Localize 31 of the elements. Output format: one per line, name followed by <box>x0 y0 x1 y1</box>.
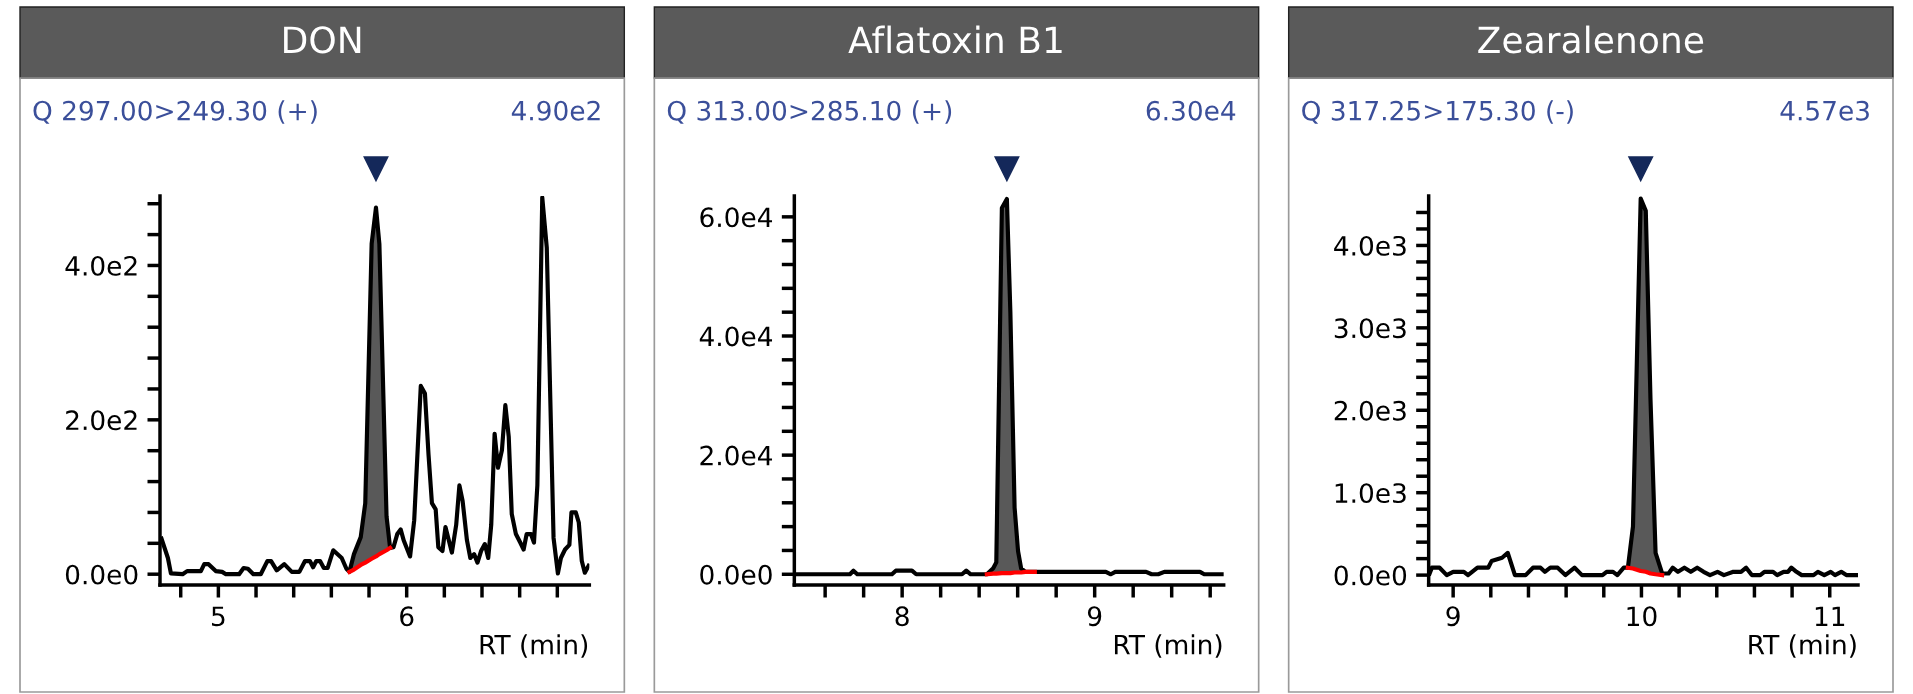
x-axis-title: RT (min) <box>1114 634 1222 658</box>
y-tick-label: 4.0e2 <box>65 255 137 276</box>
text: 6.30e4 <box>1146 100 1236 121</box>
y-tick-label: 0.0e0 <box>1334 565 1407 586</box>
chart-title: Zearalenone <box>1478 25 1704 54</box>
x-tick-label: 6 <box>400 606 414 627</box>
x-tick-label: 9 <box>1087 606 1102 627</box>
chart-subtitle: Q 297.00>249.30 (+) <box>33 100 317 124</box>
y-tick-label: 2.0e2 <box>66 410 137 431</box>
chart-subtitle: Q 313.00>285.10 (+) <box>667 100 952 124</box>
y-tick-label: 1.0e3 <box>1335 483 1406 504</box>
x-tick-label: 11 <box>1815 606 1845 626</box>
text: 4.90e2 <box>511 100 600 121</box>
y-tick-label: 4.0e4 <box>699 326 773 347</box>
y-tick-label: 0.0e0 <box>65 564 138 585</box>
x-tick-label: 10 <box>1627 606 1657 627</box>
chart-subtitle: Q 317.25>175.30 (-) <box>1302 100 1573 124</box>
y-tick-label: 6.0e4 <box>700 207 773 228</box>
y-tick-label: 0.0e0 <box>700 564 772 585</box>
y-tick-label: 2.0e4 <box>700 445 773 466</box>
x-tick-label: 5 <box>212 606 225 627</box>
x-axis-title: RT (min) <box>1749 634 1856 658</box>
text: 4.57e3 <box>1780 100 1869 121</box>
y-tick-label: 3.0e3 <box>1334 318 1406 339</box>
chart-title: Aflatoxin B1 <box>848 25 1062 54</box>
x-axis-title: RT (min) <box>480 634 588 658</box>
chart-title: DON <box>284 26 361 54</box>
x-tick-label: 8 <box>895 606 909 627</box>
y-tick-label: 2.0e3 <box>1334 400 1406 421</box>
y-tick-label: 4.0e3 <box>1334 235 1406 256</box>
x-tick-label: 9 <box>1446 606 1460 627</box>
